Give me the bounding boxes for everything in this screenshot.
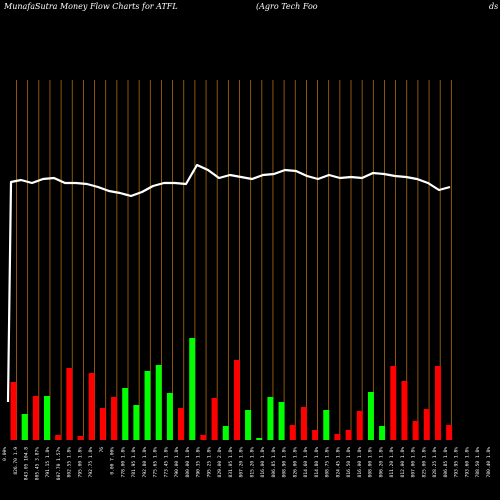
x-tick-label: 791.15 1.8% — [45, 447, 51, 478]
money-flow-bar — [77, 436, 84, 440]
money-flow-bar — [345, 430, 352, 440]
x-tick-label: 790.35 1.8% — [196, 447, 202, 478]
money-flow-bar — [312, 430, 319, 440]
money-flow-bar — [111, 397, 118, 440]
money-flow-bar — [122, 388, 129, 440]
money-flow-bar — [289, 425, 296, 440]
x-tick-label: 775.65 1.8% — [153, 447, 159, 478]
x-tick-label: 778.00 1.8% — [120, 447, 126, 478]
x-tick-label: 773.45 1.8% — [163, 447, 169, 478]
x-tick-label: 780.40 1.8% — [486, 447, 492, 478]
money-flow-bar — [233, 360, 240, 440]
money-flow-bar — [211, 398, 218, 440]
x-tick-label: 805.45 3.87% — [34, 447, 40, 480]
x-axis-tick-labels: 0.00% 826.70 1.9 843.05 104.8 805.45 3.87% 7… — [2, 447, 492, 480]
money-flow-bar — [334, 434, 341, 440]
money-flow-bar — [256, 438, 263, 440]
x-tick-label: 811.20 1.8% — [389, 447, 395, 478]
x-tick-label: 806.85 1.8% — [271, 447, 277, 478]
x-tick-label: 825.00 1.8% — [421, 447, 427, 478]
money-flow-bar — [446, 425, 453, 440]
money-flow-bar — [55, 435, 62, 440]
money-flow-bar — [44, 396, 51, 440]
money-flow-bar — [412, 421, 419, 440]
x-tick-label: 824.45 1.8% — [335, 447, 341, 478]
chart-subtitle: (Agro Tech Foo — [256, 2, 318, 11]
x-tick-label: 802.55 1.8% — [67, 447, 73, 478]
money-flow-bar — [133, 405, 140, 440]
money-flow-bar — [155, 365, 162, 440]
x-tick-label: 793.60 1.8% — [464, 447, 470, 478]
chart-title-fragment: ds — [489, 2, 498, 11]
money-flow-bar — [189, 338, 196, 440]
money-flow-bar — [21, 414, 28, 440]
money-flow-bar — [245, 410, 252, 440]
x-tick-label: 792.80 1.8% — [142, 447, 148, 478]
x-tick-label: 790.00 1.8% — [174, 447, 180, 478]
money-flow-bar — [434, 366, 441, 440]
money-flow-bar — [200, 435, 207, 440]
x-tick-label: 828.25 1.8% — [432, 447, 438, 478]
x-tick-label: 793.95 1.8% — [454, 447, 460, 478]
x-tick-label: 800.00 1.8% — [185, 447, 191, 478]
money-flow-bar — [300, 407, 307, 440]
x-tick-label: 808.90 1.8% — [282, 447, 288, 478]
x-tick-label: 808.00 1.8% — [368, 447, 374, 478]
money-flow-bar — [32, 396, 39, 440]
x-tick-label: 826.70 1.9 — [13, 447, 19, 475]
money-flow-bar — [99, 408, 106, 440]
chart-title: MunafaSutra Money Flow Charts for ATFL — [3, 2, 178, 11]
x-tick-label: 788.50 1.8% — [475, 447, 481, 478]
x-tick-label: 816.50 1.8% — [346, 447, 352, 478]
money-flow-bar — [423, 409, 430, 440]
x-tick-label: 814.60 1.8% — [303, 447, 309, 478]
x-tick-label: 807.00 1.8% — [411, 447, 417, 478]
x-tick-label: 808.75 1.8% — [325, 447, 331, 478]
money-flow-bar — [401, 381, 408, 440]
money-flow-bar — [144, 371, 151, 440]
money-flow-bar — [88, 373, 95, 440]
money-flow-bar — [10, 382, 17, 440]
money-flow-bar — [178, 408, 185, 440]
x-tick-label: 807.20 1.8% — [239, 447, 245, 478]
x-tick-label: 843.05 104.8 — [24, 447, 30, 480]
money-flow-bar — [356, 411, 363, 440]
money-flow-bar — [323, 410, 330, 440]
x-tick-label: 795.00 1.8% — [77, 447, 83, 478]
money-flow-bar — [222, 426, 229, 440]
money-flow-bars — [10, 338, 453, 440]
x-tick-label: 792.75 1.8% — [88, 447, 94, 478]
price-line — [6, 163, 451, 403]
x-tick-label: 807.70 1.57% — [56, 447, 62, 480]
x-tick-label: 829.00 2.8% — [217, 447, 223, 478]
x-tick-label: 76 — [99, 447, 105, 453]
money-flow-bar — [367, 392, 374, 440]
x-tick-label: 806.85 1.8% — [443, 447, 449, 478]
x-tick-label: 812.00 1.8% — [400, 447, 406, 478]
x-tick-label: 0.00% — [2, 447, 8, 461]
money-flow-bar — [267, 397, 274, 440]
money-flow-bar — [278, 402, 285, 440]
x-tick-label: 831.05 1.8% — [228, 447, 234, 478]
money-flow-bar — [379, 426, 386, 440]
x-tick-label: 781.95 1.8% — [131, 447, 137, 478]
x-tick-label: 0.00 7.00% — [110, 447, 116, 475]
money-flow-bar — [390, 366, 397, 440]
money-flow-bar — [166, 393, 173, 440]
x-tick-label: 806.20 1.8% — [378, 447, 384, 478]
price-line-group — [6, 163, 451, 403]
x-tick-label: 816.00 1.8% — [357, 447, 363, 478]
x-tick-label: 795.25 1.8% — [206, 447, 212, 478]
x-tick-label: 815.20 1.8% — [249, 447, 255, 478]
x-tick-label: 816.00 1.8% — [260, 447, 266, 478]
money-flow-bar — [66, 368, 73, 440]
x-tick-label: 826.00 1.8% — [292, 447, 298, 478]
x-tick-label: 814.80 1.8% — [314, 447, 320, 478]
